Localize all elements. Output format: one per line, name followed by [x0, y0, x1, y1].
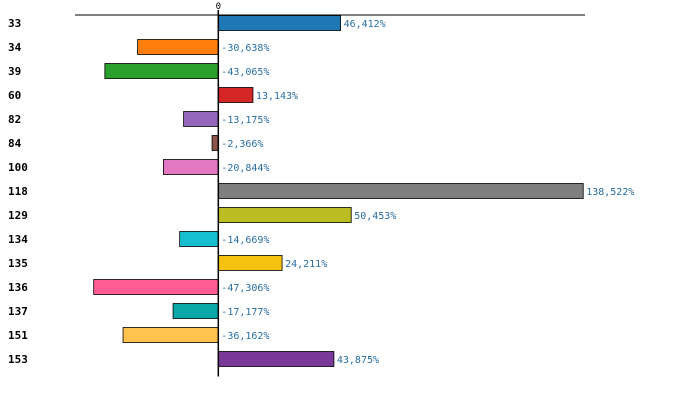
category-label-60: 60	[8, 89, 21, 102]
bar-100	[162, 159, 219, 175]
bar-135	[217, 255, 283, 271]
category-label-100: 100	[8, 161, 28, 174]
category-label-84: 84	[8, 137, 22, 150]
bar-34	[137, 39, 219, 55]
value-label-136: -47,306%	[221, 283, 269, 294]
category-label-39: 39	[8, 65, 21, 78]
category-labels-group: 33 34 39 60 82 84 100 118 129 134 135 136 137 151 153	[8, 17, 28, 366]
value-label-33: 46,412%	[344, 19, 386, 30]
value-label-84: -2,366%	[221, 139, 263, 150]
bar-136	[93, 279, 219, 295]
bar-137	[172, 303, 219, 319]
category-label-151: 151	[8, 329, 28, 342]
value-label-129: 50,453%	[354, 211, 396, 222]
bar-82	[183, 111, 219, 127]
value-label-153: 43,875%	[337, 355, 379, 366]
bar-129	[217, 207, 352, 223]
bar-118	[217, 183, 584, 199]
value-label-39: -43,065%	[221, 67, 269, 78]
bar-151	[122, 327, 219, 343]
bar-134	[179, 231, 219, 247]
value-label-135: 24,211%	[285, 259, 327, 270]
bar-153	[217, 351, 335, 367]
value-label-151: -36,162%	[221, 331, 269, 342]
value-label-134: -14,669%	[221, 235, 269, 246]
value-labels-group: 46,412% -30,638% -43,065% 13,143% -13,175% -2…	[221, 19, 634, 366]
bar-60	[217, 87, 254, 103]
bars-group	[93, 15, 584, 367]
category-label-33: 33	[8, 17, 21, 30]
value-label-118: 138,522%	[586, 187, 634, 198]
value-label-100: -20,844%	[221, 163, 269, 174]
value-label-60: 13,143%	[256, 91, 298, 102]
category-label-135: 135	[8, 257, 28, 270]
value-label-82: -13,175%	[221, 115, 269, 126]
category-label-137: 137	[8, 305, 28, 318]
category-label-118: 118	[8, 185, 28, 198]
value-label-34: -30,638%	[221, 43, 269, 54]
bar-33	[217, 15, 341, 31]
bar-84	[211, 135, 219, 151]
category-label-136: 136	[8, 281, 28, 294]
x-tick-label: 0	[216, 2, 221, 12]
category-label-129: 129	[8, 209, 28, 222]
value-label-137: -17,177%	[221, 307, 269, 318]
bar-39	[104, 63, 219, 79]
category-label-82: 82	[8, 113, 21, 126]
category-label-34: 34	[8, 41, 22, 54]
category-label-153: 153	[8, 353, 28, 366]
category-label-134: 134	[8, 233, 28, 246]
